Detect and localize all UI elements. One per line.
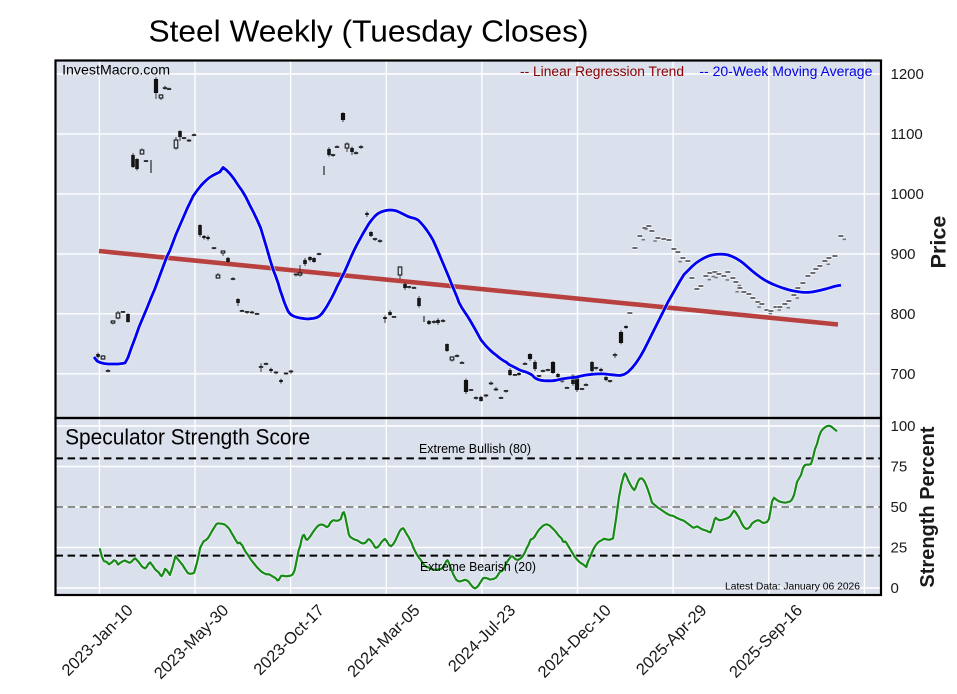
svg-text:Steel Weekly (Tuesday Closes): Steel Weekly (Tuesday Closes) bbox=[149, 15, 589, 49]
svg-text:1200: 1200 bbox=[891, 66, 924, 83]
svg-text:50: 50 bbox=[891, 499, 908, 516]
svg-text:InvestMacro.com: InvestMacro.com bbox=[62, 62, 170, 78]
svg-text:Speculator Strength Score: Speculator Strength Score bbox=[65, 424, 310, 449]
svg-text:Price: Price bbox=[927, 216, 951, 269]
svg-text:0: 0 bbox=[891, 580, 899, 597]
svg-text:-- Linear Regression Trend: -- Linear Regression Trend bbox=[520, 64, 684, 79]
svg-text:900: 900 bbox=[891, 246, 916, 263]
svg-text:Strength Percent: Strength Percent bbox=[917, 426, 939, 587]
svg-text:25: 25 bbox=[891, 540, 908, 557]
svg-text:75: 75 bbox=[891, 459, 908, 476]
svg-text:Extreme Bearish (20): Extreme Bearish (20) bbox=[420, 560, 536, 574]
svg-text:100: 100 bbox=[891, 418, 916, 435]
svg-text:1000: 1000 bbox=[891, 186, 924, 203]
svg-text:Extreme Bullish (80): Extreme Bullish (80) bbox=[419, 442, 531, 456]
svg-text:1100: 1100 bbox=[891, 126, 923, 143]
svg-text:700: 700 bbox=[891, 366, 916, 383]
svg-text:800: 800 bbox=[891, 306, 916, 323]
svg-text:-- 20-Week Moving Average: -- 20-Week Moving Average bbox=[699, 64, 872, 79]
svg-text:Latest Data: January 06 2026: Latest Data: January 06 2026 bbox=[725, 581, 860, 593]
